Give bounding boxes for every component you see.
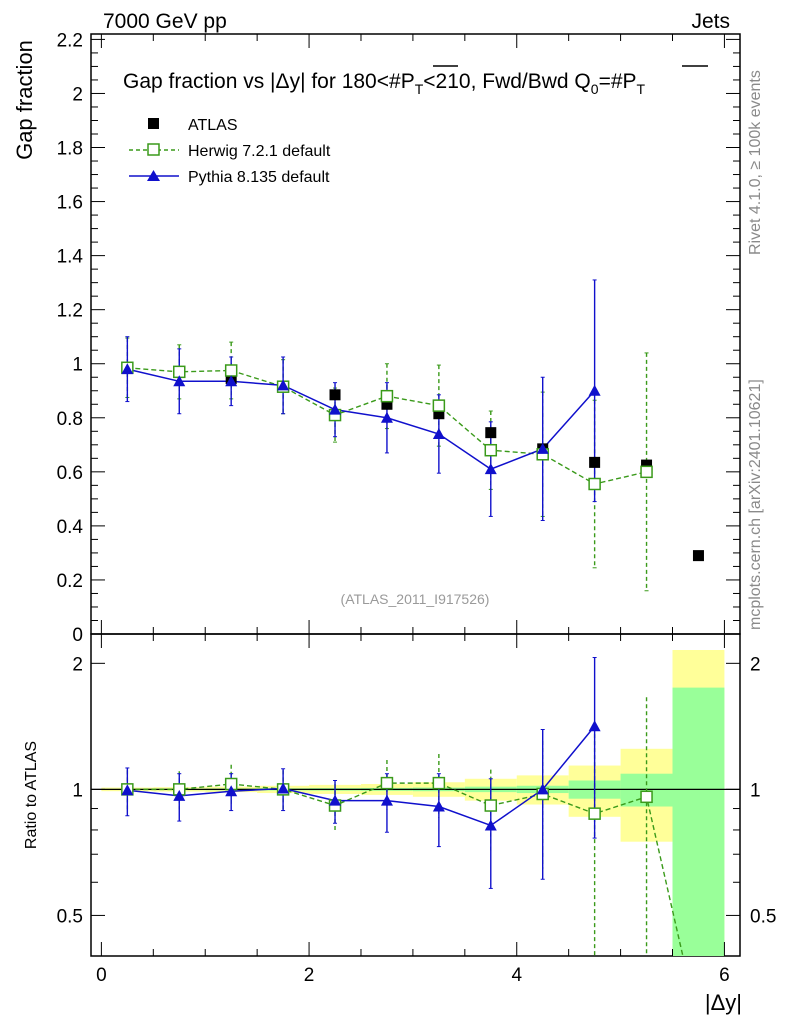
pythia-line xyxy=(127,368,596,470)
y-tick-label-0: 0 xyxy=(72,625,83,646)
main-series xyxy=(121,279,704,592)
pythia-ratio-point-5 xyxy=(380,794,393,806)
y-axis-label: Gap fraction xyxy=(12,40,37,160)
pythia-ratio-point-0 xyxy=(121,784,134,796)
y-tick-label-1: 0.2 xyxy=(57,571,83,592)
herwig-point-10 xyxy=(640,465,653,479)
y-tick-label-2: 0.4 xyxy=(57,517,84,538)
pythia-ratio-point-8 xyxy=(536,783,549,795)
atlas-point-7 xyxy=(485,427,497,439)
y-tick-label-8: 1.6 xyxy=(57,193,83,214)
atlas-point-10 xyxy=(641,459,653,471)
y-tick-label-6: 1.2 xyxy=(57,301,83,322)
pythia-ratio-point-7 xyxy=(484,819,497,831)
legend-herwig-marker xyxy=(147,143,160,156)
pythia-ratio-point-3 xyxy=(277,782,290,794)
atlas-point-6 xyxy=(433,408,445,420)
pythia-ratio-point-6 xyxy=(432,800,445,812)
pythia-point-8 xyxy=(536,442,549,454)
pythia-point-3 xyxy=(277,379,290,391)
ratio-tick-label-left-0: 0.5 xyxy=(57,906,83,927)
y-tick-label-3: 0.6 xyxy=(57,463,83,484)
y-tick-label-4: 0.8 xyxy=(57,409,83,430)
ratio-axis-label: Ratio to ATLAS xyxy=(23,741,40,849)
ratio-axis: 0.5 0.5 1 1 2 2 xyxy=(57,654,777,927)
y-tick-label-10: 2 xyxy=(72,84,83,105)
ratio-tick-label-left-2: 2 xyxy=(72,654,83,675)
herwig-ratio-point-7 xyxy=(484,799,498,812)
y-axis: 0 0.2 0.4 0.6 0.8 1 1.2 1.4 1.6 1.8 2 2.2 xyxy=(57,30,740,646)
pythia-ratio-point-1 xyxy=(173,789,186,801)
herwig-point-6 xyxy=(432,399,446,412)
pythia-ratio-point-4 xyxy=(329,794,342,806)
legend: ATLAS Herwig 7.2.1 default Pythia 8.135 … xyxy=(129,117,331,186)
pythia-point-2 xyxy=(225,375,238,387)
atlas-point-5 xyxy=(381,398,393,410)
pythia-point-7 xyxy=(484,463,497,475)
y-tick-label-7: 1.4 xyxy=(57,247,84,268)
atlas-point-4 xyxy=(329,389,341,401)
ratio-tick-label-right-1: 1 xyxy=(750,780,761,801)
pythia-point-4 xyxy=(329,403,342,415)
herwig-point-5 xyxy=(380,389,394,403)
y-tick-label-11: 2.2 xyxy=(57,30,83,51)
analysis-id: (ATLAS_2011_I917526) xyxy=(341,591,490,607)
pythia-ratio-point-2 xyxy=(225,785,238,797)
pythia-ratio-point-9 xyxy=(588,720,601,732)
ratio-series xyxy=(121,657,684,957)
mcplots-label: mcplots.cern.ch [arXiv:2401.10621] xyxy=(747,379,764,630)
y-tick-label-5: 1 xyxy=(72,355,83,376)
ratio-tick-label-left-1: 1 xyxy=(72,780,83,801)
rivet-label: Rivet 4.1.0, ≥ 100k events xyxy=(747,70,764,255)
herwig-point-2 xyxy=(224,364,238,377)
pythia-ratio-line xyxy=(127,725,596,827)
pythia-point-6 xyxy=(432,428,445,439)
herwig-ratio-point-6 xyxy=(432,776,446,790)
herwig-point-7 xyxy=(484,443,498,457)
legend-atlas-label: ATLAS xyxy=(188,117,238,134)
pythia-point-1 xyxy=(173,375,186,387)
x-tick-label-0: 0 xyxy=(96,965,107,986)
legend-herwig-label: Herwig 7.2.1 default xyxy=(188,143,331,160)
legend-pythia-marker xyxy=(147,170,160,181)
ratio-tick-label-right-0: 0.5 xyxy=(750,906,776,927)
x-axis: 0 2 4 6 xyxy=(96,34,730,986)
legend-pythia-label: Pythia 8.135 default xyxy=(188,169,330,186)
process-label: Jets xyxy=(691,10,730,33)
y-tick-label-9: 1.8 xyxy=(57,139,83,160)
pythia-point-5 xyxy=(380,411,393,423)
band-stat-11 xyxy=(672,687,725,956)
x-tick-label-1: 2 xyxy=(304,965,315,986)
x-tick-label-3: 6 xyxy=(719,965,730,986)
herwig-point-9 xyxy=(588,477,601,491)
x-axis-label: |Δy| xyxy=(705,990,742,1015)
atlas-point-9 xyxy=(589,456,601,468)
herwig-ratio-point-9 xyxy=(588,807,601,820)
pythia-point-0 xyxy=(121,363,134,375)
energy-label: 7000 GeV pp xyxy=(103,10,227,33)
ratio-tick-label-right-2: 2 xyxy=(750,654,761,675)
x-tick-label-2: 4 xyxy=(511,965,522,986)
atlas-point-11 xyxy=(692,550,704,562)
herwig-ratio-point-5 xyxy=(380,776,394,790)
herwig-ratio-point-10 xyxy=(640,790,653,804)
ratio-panel-frame xyxy=(90,633,741,957)
pythia-point-9 xyxy=(588,384,601,396)
legend-atlas-marker xyxy=(148,118,159,129)
chart-title: Gap fraction vs |Δy| for 180<#PT<210, Fw… xyxy=(123,70,646,97)
